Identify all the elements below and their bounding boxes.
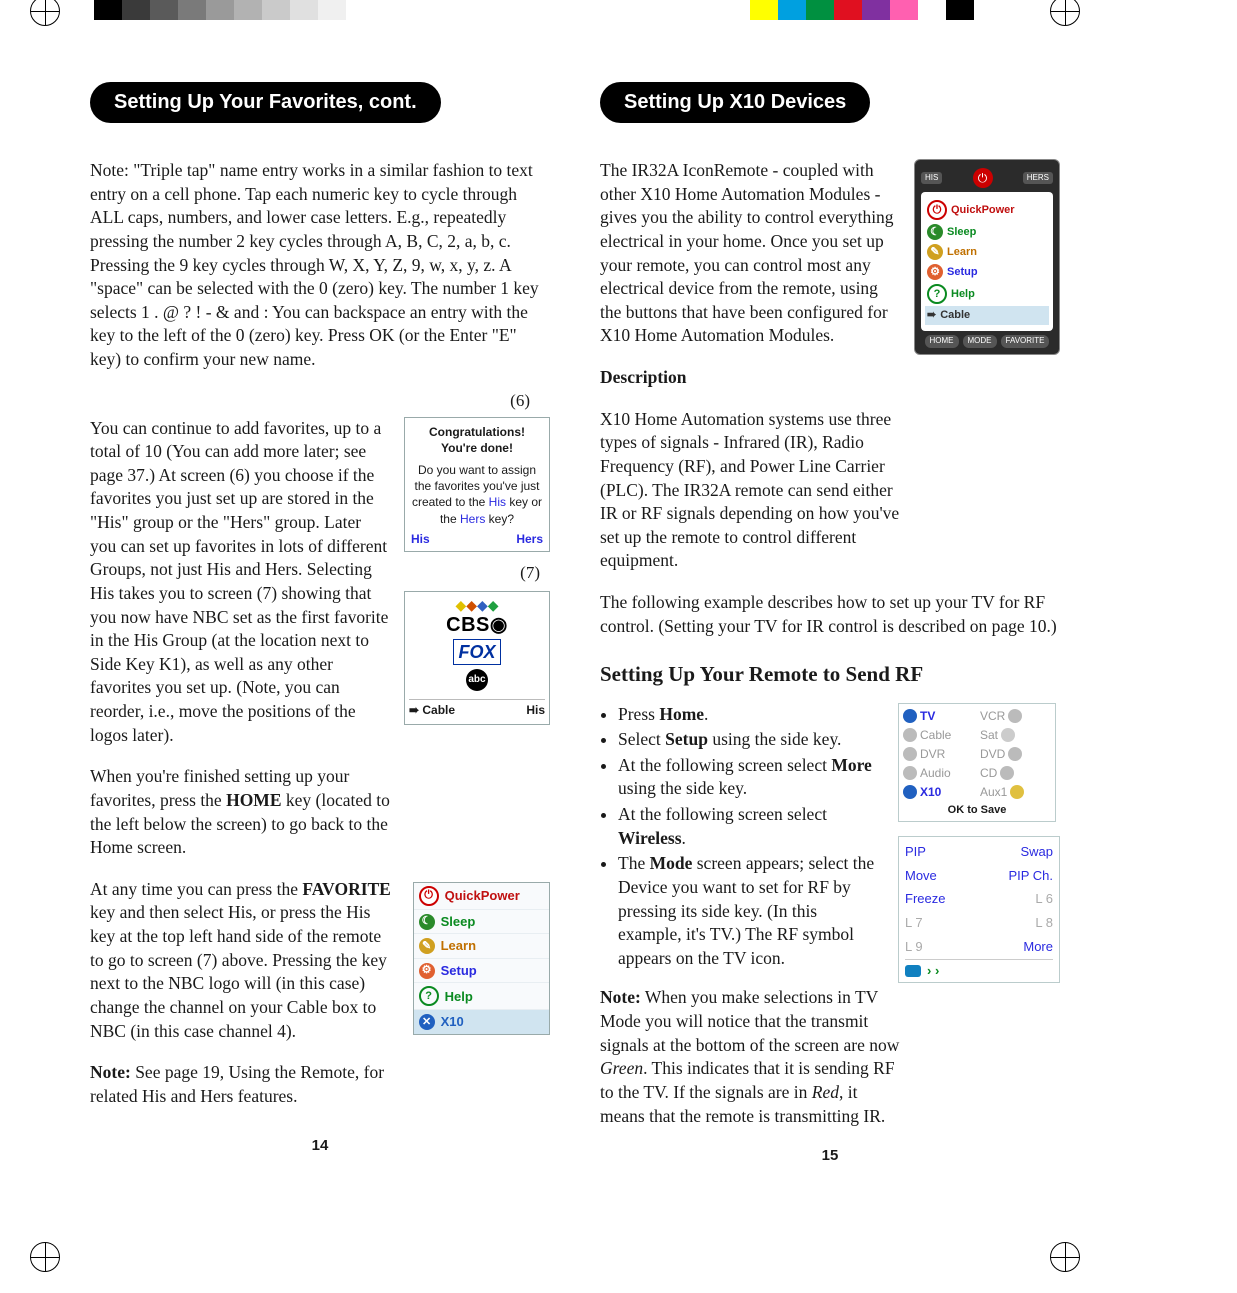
remote-learn: ✎Learn [925, 242, 1049, 262]
power-button-icon: ⏻ [973, 168, 993, 188]
dialog-subtitle: You're done! [409, 440, 545, 456]
device-cable[interactable]: Cable [903, 727, 974, 743]
mode-device-grid: TV VCR Cable Sat DVR DVD Audio CD X10 Au… [898, 703, 1056, 823]
page-15: Setting Up X10 Devices The IR32A IconRem… [600, 82, 1060, 1166]
color-swatch-strip [750, 0, 974, 20]
device-x10[interactable]: X10 [903, 784, 974, 800]
remote-cable: ➠Cable [925, 306, 1049, 325]
home-menu-screenshot: ⏻QuickPower ☾Sleep ✎Learn ⚙Setup ?Help ✕… [413, 882, 550, 1035]
menu-quickpower[interactable]: ⏻QuickPower [414, 883, 549, 910]
pipch-button[interactable]: PIP Ch. [983, 867, 1053, 885]
menu-x10[interactable]: ✕X10 [414, 1010, 549, 1034]
l6-slot: L 6 [983, 890, 1053, 908]
his-hardkey: HIS [921, 172, 942, 185]
ok-to-save-label: OK to Save [903, 803, 1051, 818]
hers-hardkey: HERS [1023, 172, 1053, 185]
page-14: Setting Up Your Favorites, cont. Note: "… [90, 82, 550, 1166]
pip-button[interactable]: PIP [905, 843, 975, 861]
swap-button[interactable]: Swap [983, 843, 1053, 861]
home-hardkey: HOME [925, 335, 959, 348]
rf-example-paragraph: The following example describes how to s… [600, 591, 1060, 638]
move-button[interactable]: Move [905, 867, 975, 885]
device-dvr[interactable]: DVR [903, 746, 974, 762]
bottom-printer-marks [0, 1226, 1237, 1286]
device-aux1[interactable]: Aux1 [980, 784, 1051, 800]
top-printer-marks [0, 0, 1237, 22]
registration-mark-icon [1050, 1242, 1080, 1272]
menu-setup[interactable]: ⚙Setup [414, 959, 549, 984]
favorites-group-paragraph: You can continue to add favorites, up to… [90, 417, 390, 748]
device-dvd[interactable]: DVD [980, 746, 1051, 762]
registration-mark-icon [30, 1242, 60, 1272]
figure-ref-7: (7) [404, 562, 540, 585]
x10-description: X10 Home Automation systems use three ty… [600, 408, 900, 573]
remote-quickpower: ⏻QuickPower [925, 198, 1049, 222]
figure-ref-6: (6) [90, 390, 530, 413]
pip-menu: PIP Swap Move PIP Ch. Freeze L 6 L 7 L 8… [898, 836, 1060, 982]
remote-setup: ⚙Setup [925, 262, 1049, 282]
page-spread: Setting Up Your Favorites, cont. Note: "… [0, 22, 1237, 1186]
device-cd[interactable]: CD [980, 765, 1051, 781]
menu-learn[interactable]: ✎Learn [414, 934, 549, 959]
device-audio[interactable]: Audio [903, 765, 974, 781]
page-number-14: 14 [90, 1136, 550, 1156]
device-sat[interactable]: Sat [980, 727, 1051, 743]
hers-option[interactable]: Hers [516, 531, 543, 547]
congratulations-dialog: Congratulations! You're done! Do you wan… [404, 417, 550, 552]
figure-6-7-stack: Congratulations! You're done! Do you wan… [404, 417, 544, 726]
rf-signal-icon: › › [927, 962, 939, 980]
menu-help[interactable]: ?Help [414, 983, 549, 1010]
cbs-logo-icon: CBS◉ [409, 612, 545, 639]
dialog-question: Do you want to assign the favorites you'… [409, 462, 545, 527]
remote-help: ?Help [925, 282, 1049, 306]
favorite-key-paragraph: At any time you can press the FAVORITE k… [90, 878, 399, 1043]
his-option[interactable]: His [411, 531, 430, 547]
rf-setup-steps: Press Home. Select Setup using the side … [600, 703, 884, 973]
more-button[interactable]: More [983, 938, 1053, 956]
favorite-hardkey: FAVORITE [1001, 335, 1050, 348]
dialog-title: Congratulations! [409, 424, 545, 440]
green-red-note: Note: When you make selections in TV Mod… [600, 986, 900, 1128]
his-group-label: His [526, 702, 545, 718]
freeze-button[interactable]: Freeze [905, 890, 975, 908]
rf-indicator-icon [905, 965, 921, 977]
grayscale-swatch-strip [94, 0, 374, 20]
cable-label: ➠ Cable [409, 702, 455, 718]
rf-setup-heading: Setting Up Your Remote to Send RF [600, 660, 1060, 688]
fox-logo-icon: FOX [453, 639, 500, 665]
l7-slot: L 7 [905, 914, 975, 932]
section-heading-left: Setting Up Your Favorites, cont. [90, 82, 441, 123]
mode-hardkey: MODE [963, 335, 997, 348]
triple-tap-note: Note: "Triple tap" name entry works in a… [90, 159, 550, 372]
menu-sleep[interactable]: ☾Sleep [414, 910, 549, 935]
description-heading: Description [600, 366, 900, 390]
see-page-19-note: Note: See page 19, Using the Remote, for… [90, 1061, 399, 1108]
page-number-15: 15 [600, 1146, 1060, 1166]
home-key-paragraph: When you're finished setting up your fav… [90, 765, 390, 860]
remote-illustration: HIS ⏻ HERS ⏻QuickPower ☾Sleep ✎Learn ⚙Se… [914, 159, 1060, 355]
favorites-preview: ◆◆◆◆ CBS◉ FOX abc ➠ Cable His [404, 591, 550, 725]
l8-slot: L 8 [983, 914, 1053, 932]
x10-intro: The IR32A IconRemote - coupled with othe… [600, 159, 900, 348]
remote-sleep: ☾Sleep [925, 222, 1049, 242]
abc-logo-icon: abc [466, 669, 488, 691]
l9-slot: L 9 [905, 938, 975, 956]
section-heading-right: Setting Up X10 Devices [600, 82, 870, 123]
nbc-logo-icon: ◆◆◆◆ [409, 598, 545, 612]
device-tv[interactable]: TV [903, 708, 974, 724]
device-vcr[interactable]: VCR [980, 708, 1051, 724]
